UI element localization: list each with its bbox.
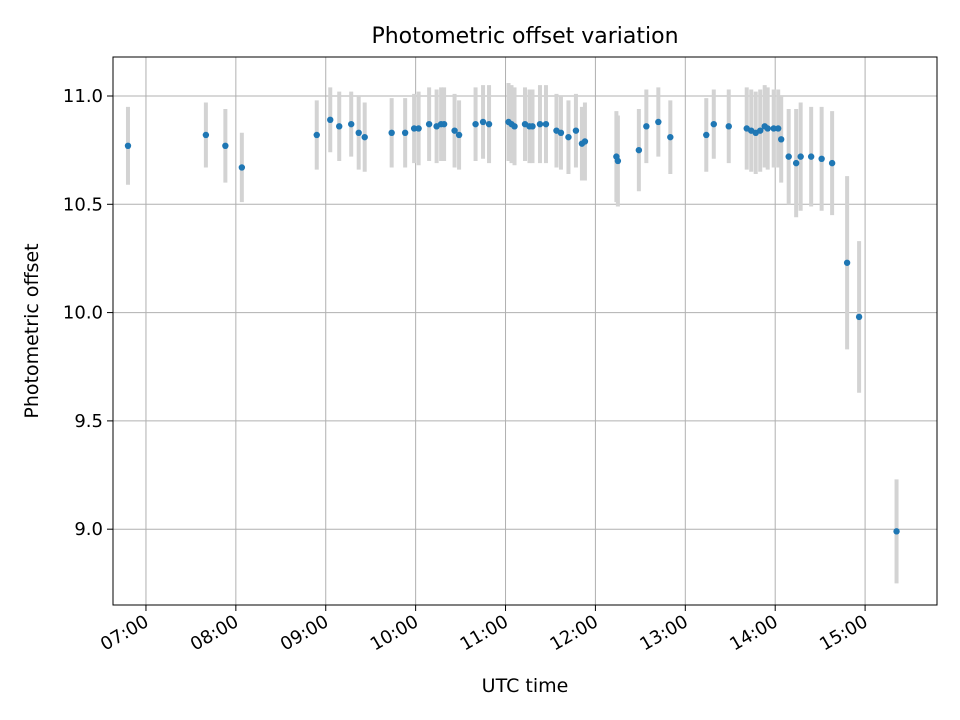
data-point [797, 153, 804, 160]
data-point [401, 129, 409, 137]
data-point [410, 125, 418, 132]
y-axis-label: Photometric offset [21, 243, 43, 418]
data-point [655, 118, 662, 126]
data-point [710, 120, 717, 128]
data-point [361, 133, 368, 141]
data-point [529, 123, 536, 130]
data-point [785, 153, 792, 160]
data-point [557, 129, 565, 137]
data-points [124, 116, 900, 535]
data-point [635, 146, 643, 154]
data-point [565, 133, 572, 141]
data-point [828, 159, 836, 167]
data-point [757, 127, 764, 134]
data-point [485, 120, 493, 128]
data-point [222, 142, 229, 150]
data-point [542, 120, 550, 128]
data-point [415, 125, 422, 132]
data-point [893, 528, 900, 535]
data-point [455, 131, 463, 139]
data-point [327, 116, 334, 124]
data-point [479, 118, 487, 126]
chart-title: Photometric offset variation [371, 24, 678, 49]
data-point [336, 123, 343, 130]
data-point [667, 133, 674, 141]
data-point [725, 123, 732, 130]
y-tick-label: 9.5 [74, 411, 103, 432]
data-point [388, 129, 395, 137]
y-tick-label: 10.5 [63, 194, 103, 215]
y-axis-ticks: 9.0 9.5 10.0 10.5 11.0 [63, 86, 113, 540]
data-point [764, 125, 771, 132]
y-tick-label: 10.0 [63, 303, 103, 324]
y-tick-label: 9.0 [74, 519, 103, 540]
x-axis-label: UTC time [482, 675, 569, 697]
data-point [536, 120, 544, 128]
plot-frame [112, 56, 938, 606]
data-point [703, 131, 710, 139]
data-point [451, 127, 458, 134]
data-point [355, 129, 362, 137]
data-point [774, 125, 782, 132]
data-point [440, 120, 448, 128]
data-point [572, 127, 580, 134]
data-point [770, 125, 777, 132]
y-tick-label: 11.0 [63, 86, 103, 107]
data-point [124, 142, 132, 150]
data-point [348, 120, 355, 128]
data-point [807, 153, 815, 160]
data-point [777, 136, 785, 143]
data-point [425, 120, 433, 128]
data-point [511, 123, 518, 130]
data-point [472, 120, 479, 128]
data-point [202, 131, 210, 139]
data-point [581, 138, 589, 145]
data-point [843, 259, 851, 266]
data-point [313, 131, 320, 139]
data-point [238, 164, 246, 171]
data-point [643, 123, 650, 130]
data-point [614, 157, 622, 165]
data-point [818, 155, 825, 163]
data-point [855, 313, 863, 321]
data-point [792, 159, 800, 167]
